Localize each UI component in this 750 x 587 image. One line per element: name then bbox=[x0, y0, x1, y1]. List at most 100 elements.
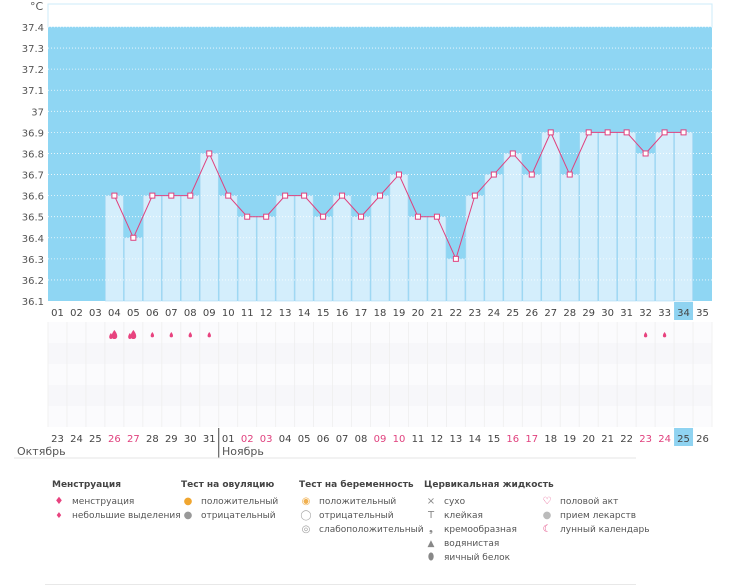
legend-pregnancy-title: Тест на беременность bbox=[299, 480, 414, 490]
date-label: 20 bbox=[582, 434, 595, 445]
temperature-point bbox=[111, 192, 118, 199]
temperature-point bbox=[528, 171, 535, 178]
date-label: 28 bbox=[146, 434, 159, 445]
legend-ovulation-title: Тест на овуляцию bbox=[181, 480, 275, 490]
date-label: 17 bbox=[525, 434, 538, 445]
temperature-point bbox=[566, 171, 573, 178]
cycle-day-label: 06 bbox=[146, 308, 159, 319]
date-label: 21 bbox=[601, 434, 614, 445]
date-label: 24 bbox=[70, 434, 83, 445]
legend-cervical-dry-label: сухо bbox=[444, 497, 466, 507]
moon-icon: ☾ bbox=[542, 524, 552, 535]
y-tick-label: 36.2 bbox=[22, 276, 44, 287]
temperature-bar bbox=[124, 237, 143, 302]
legend-menstruation-title: Менструация bbox=[52, 480, 121, 490]
date-label: 10 bbox=[393, 434, 406, 445]
temperature-point bbox=[604, 129, 611, 136]
temperature-bar bbox=[199, 153, 219, 302]
pill-icon: ● bbox=[542, 510, 552, 521]
temperature-point bbox=[206, 150, 213, 157]
temperature-bar bbox=[617, 132, 636, 302]
temperature-point bbox=[244, 213, 251, 220]
temperature-bar bbox=[370, 195, 390, 302]
menstruation-heavy-marker bbox=[111, 330, 118, 339]
y-tick-label: 37.3 bbox=[22, 44, 44, 55]
temperature-bar bbox=[181, 195, 200, 302]
cycle-day-label: 28 bbox=[563, 308, 576, 319]
cycle-day-label: 13 bbox=[279, 308, 292, 319]
menstruation-light-marker bbox=[662, 332, 667, 338]
y-tick-label: 36.6 bbox=[22, 192, 44, 203]
temperature-point bbox=[301, 192, 308, 199]
legend-pregnancy-negative-label: отрицательный bbox=[319, 511, 394, 521]
date-label: 11 bbox=[412, 434, 425, 445]
cycle-day-label: 31 bbox=[620, 308, 633, 319]
bbt-chart: 37.4 37.3 37.2 37.1 37 36.9 36.8 36.7 36.6 36.5 36… bbox=[14, 3, 713, 459]
cycle-day-label: 34 bbox=[677, 308, 690, 319]
temperature-bar bbox=[218, 195, 238, 302]
y-tick-label: 36.1 bbox=[22, 297, 44, 308]
legend-pregnancy-positive-label: положительный bbox=[319, 497, 397, 507]
legend-ovulation-positive-label: положительный bbox=[201, 497, 279, 507]
legend-other: ♡ половой акт ● прием лекарств ☾ лунный кал… bbox=[540, 495, 650, 537]
date-label: 14 bbox=[468, 434, 481, 445]
temperature-bar bbox=[427, 216, 447, 302]
cycle-day-label: 25 bbox=[506, 308, 519, 319]
cycle-day-label: 02 bbox=[70, 308, 83, 319]
date-label: 31 bbox=[203, 434, 216, 445]
date-label: 15 bbox=[487, 434, 500, 445]
temperature-point bbox=[263, 213, 270, 220]
y-tick-label: 36.7 bbox=[22, 171, 44, 182]
cycle-day-label: 29 bbox=[582, 308, 595, 319]
legend-intercourse-label: половой акт bbox=[560, 497, 619, 507]
cycle-day-label: 12 bbox=[260, 308, 273, 319]
date-label: 25 bbox=[89, 434, 102, 445]
cycle-day-label: 10 bbox=[222, 308, 235, 319]
menstruation-light-marker bbox=[207, 332, 211, 338]
drop-icon: ▲ bbox=[427, 539, 435, 549]
cycle-day-label: 24 bbox=[487, 308, 500, 319]
legend-menstruation-heavy-label: менструация bbox=[72, 497, 135, 507]
temperature-bar bbox=[105, 195, 124, 302]
temperature-bar bbox=[256, 216, 276, 302]
y-tick-label: 37.2 bbox=[22, 65, 44, 76]
chart-top-strip bbox=[47, 3, 713, 28]
temperature-bar bbox=[598, 132, 617, 302]
pregnancy-positive-icon: ◉ bbox=[301, 496, 311, 507]
legend-menstruation-light-label: небольшие выделения bbox=[72, 511, 181, 521]
cycle-day-label: 18 bbox=[374, 308, 387, 319]
temperature-point bbox=[471, 192, 478, 199]
symptom-row bbox=[48, 406, 712, 427]
temperature-point bbox=[358, 213, 365, 220]
date-label: 26 bbox=[108, 434, 121, 445]
date-label: 01 bbox=[222, 434, 235, 445]
temperature-point bbox=[377, 192, 383, 199]
y-tick-label: 37.1 bbox=[22, 86, 44, 97]
y-tick-label: 36.8 bbox=[22, 149, 44, 160]
pregnancy-negative-icon: ◯ bbox=[300, 510, 312, 521]
temperature-point bbox=[623, 129, 630, 136]
temperature-point bbox=[661, 129, 668, 136]
temperature-bar bbox=[655, 132, 674, 302]
cycle-day-label: 35 bbox=[696, 308, 709, 319]
date-label: 02 bbox=[241, 434, 254, 445]
temperature-bar bbox=[465, 195, 485, 302]
temperature-point bbox=[282, 192, 289, 199]
temperature-bar bbox=[636, 153, 655, 302]
date-label: 29 bbox=[165, 434, 178, 445]
date-label: 07 bbox=[336, 434, 349, 445]
cycle-day-label: 21 bbox=[431, 308, 444, 319]
date-label: 06 bbox=[317, 434, 330, 445]
legend-medication-label: прием лекарств bbox=[560, 511, 637, 521]
legend-ovulation-negative-label: отрицательный bbox=[201, 511, 276, 521]
heart-icon: ♡ bbox=[542, 496, 552, 507]
cycle-day-label: 20 bbox=[412, 308, 425, 319]
menstruation-light-marker bbox=[188, 332, 192, 338]
date-label: 26 bbox=[696, 434, 709, 445]
date-label: 16 bbox=[506, 434, 519, 445]
legend-pregnancy-weak-label: слабоположительный bbox=[319, 525, 424, 535]
temperature-bar bbox=[313, 216, 333, 302]
cycle-day-label: 30 bbox=[601, 308, 614, 319]
date-label: 25 bbox=[677, 434, 690, 445]
